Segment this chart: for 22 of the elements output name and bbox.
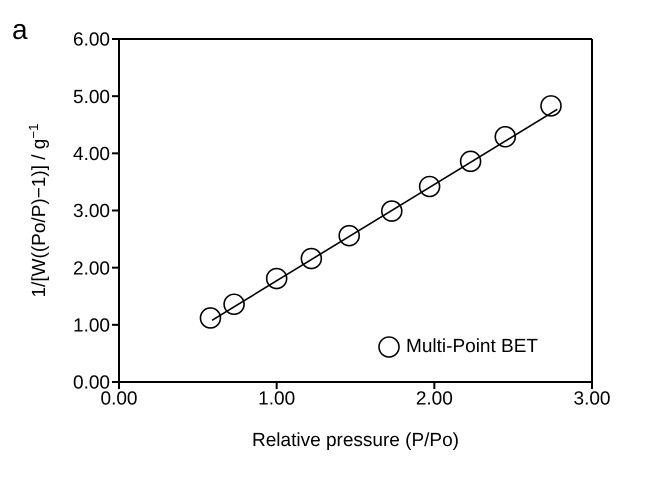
point bbox=[300, 248, 322, 270]
point bbox=[540, 95, 562, 117]
y-tick-label: 2.00 bbox=[73, 258, 110, 280]
x-tick-label: 2.00 bbox=[416, 388, 453, 410]
text: a bbox=[12, 14, 28, 46]
x-tick-label: 1.00 bbox=[258, 388, 296, 410]
x-axis-title: Relative pressure (P/Po) bbox=[252, 430, 459, 451]
y-tick-label: 5.00 bbox=[73, 86, 110, 108]
point bbox=[200, 307, 222, 329]
legend-label: Multi-Point BET bbox=[406, 336, 538, 358]
point bbox=[494, 126, 516, 148]
point bbox=[460, 150, 482, 172]
y-tick-label: 6.00 bbox=[73, 30, 110, 51]
point bbox=[266, 268, 288, 290]
point bbox=[223, 293, 245, 316]
y-tick-label: 3.00 bbox=[73, 201, 110, 222]
y-tick-label: 4.00 bbox=[73, 144, 110, 166]
point bbox=[380, 200, 403, 222]
point bbox=[338, 224, 360, 246]
x-tick-label: 3.00 bbox=[574, 388, 610, 410]
y-tick-label: 1.00 bbox=[73, 316, 110, 337]
point bbox=[418, 176, 440, 198]
